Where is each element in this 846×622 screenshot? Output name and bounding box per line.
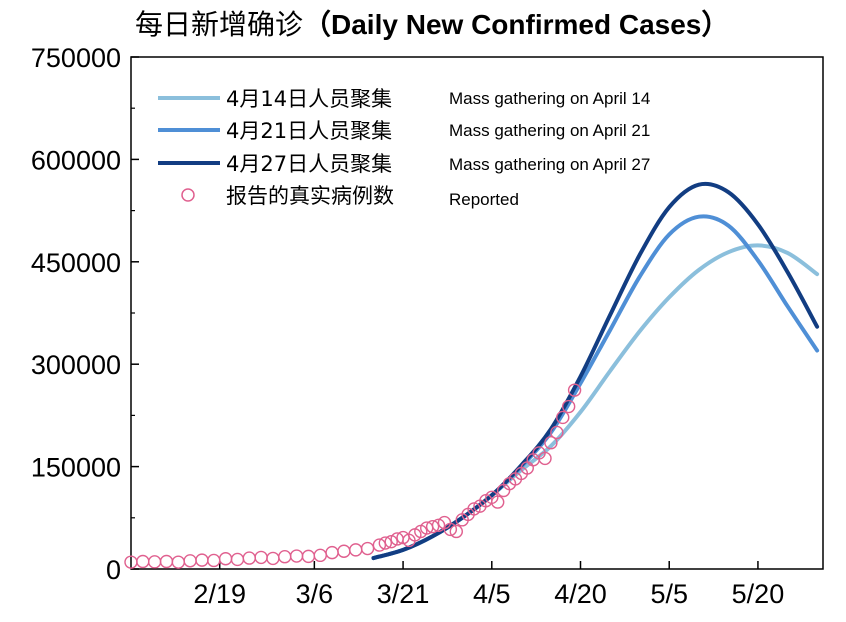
x-axis: 2/19 3/6 3/21 4/5 4/20 5/5 5/20 (193, 561, 784, 609)
series-line-2 (371, 214, 820, 561)
reported-point (349, 543, 363, 557)
reported-point (550, 425, 564, 440)
reported-point (254, 550, 268, 565)
reported-point (449, 524, 463, 539)
y-tick-label: 600000 (31, 145, 121, 175)
legend-label-en-series-3: Mass gathering on April 27 (449, 155, 650, 174)
reported-point (207, 553, 221, 568)
legend-label-cn-series-3: 4月27日人员聚集 (226, 152, 392, 176)
reported-point (301, 549, 316, 564)
reported-points (124, 383, 582, 569)
x-tick-label: 5/20 (732, 579, 785, 609)
reported-point (242, 551, 256, 565)
reported-point (556, 410, 570, 425)
series-line-1 (371, 243, 820, 561)
x-tick-label: 4/5 (473, 579, 511, 609)
x-tick-label: 5/5 (650, 579, 688, 609)
reported-point (218, 552, 233, 566)
reported-point (491, 495, 505, 509)
reported-point (313, 548, 327, 563)
x-tick-label: 3/6 (296, 579, 334, 609)
reported-point (230, 552, 245, 567)
reported-point (171, 555, 186, 569)
reported-point (147, 555, 162, 569)
legend-label-en-reported: Reported (449, 190, 519, 209)
reported-point (337, 544, 351, 558)
reported-point (425, 519, 440, 534)
reported-point (195, 553, 209, 567)
reported-point (561, 399, 576, 414)
reported-point (467, 502, 481, 516)
legend-label-cn-reported: 报告的真实病例数 (226, 184, 394, 208)
reported-point (289, 549, 304, 563)
y-tick-label: 450000 (31, 248, 121, 278)
reported-point (378, 536, 393, 550)
reported-point (360, 541, 375, 556)
legend-label-en-series-2: Mass gathering on April 21 (449, 121, 650, 140)
reported-point (183, 554, 197, 568)
reported-point (159, 554, 174, 569)
y-tick-label: 300000 (31, 350, 121, 380)
chart-title-en: （Daily New Confirmed Cases） (303, 8, 729, 40)
y-axis: 0 150000 300000 450000 600000 750000 (31, 43, 139, 585)
reported-point (278, 550, 292, 564)
reported-point (567, 383, 582, 397)
series-layer (371, 181, 820, 561)
x-tick-label: 3/21 (377, 579, 430, 609)
reported-point (266, 551, 280, 566)
chart-title-cn: 每日新增确诊 (135, 8, 303, 41)
x-tick-label: 4/20 (554, 579, 607, 609)
reported-point (538, 451, 552, 466)
chart-title: 每日新增确诊（Daily New Confirmed Cases） (135, 8, 729, 41)
legend-label-en-series-1: Mass gathering on April 14 (449, 89, 650, 108)
legend: 4月14日人员聚集 Mass gathering on April 14 4月2… (158, 87, 650, 209)
reported-point (384, 534, 398, 549)
x-tick-label: 2/19 (193, 579, 246, 609)
y-tick-label: 0 (106, 555, 121, 585)
legend-label-cn-series-1: 4月14日人员聚集 (226, 87, 392, 111)
reported-point (136, 554, 150, 569)
series-line-3 (371, 181, 820, 561)
legend-marker-reported (181, 188, 195, 202)
reported-point (372, 538, 387, 552)
reported-point (431, 518, 446, 533)
reported-point (544, 436, 558, 450)
y-tick-label: 150000 (31, 453, 121, 483)
reported-point (325, 545, 339, 560)
reported-point (443, 522, 458, 537)
y-tick-label: 750000 (31, 43, 121, 73)
legend-label-cn-series-2: 4月21日人员聚集 (226, 119, 392, 143)
